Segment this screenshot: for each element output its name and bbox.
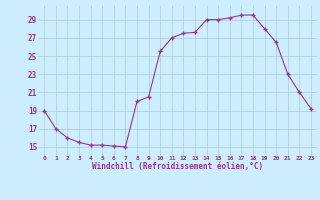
X-axis label: Windchill (Refroidissement éolien,°C): Windchill (Refroidissement éolien,°C) <box>92 162 263 171</box>
